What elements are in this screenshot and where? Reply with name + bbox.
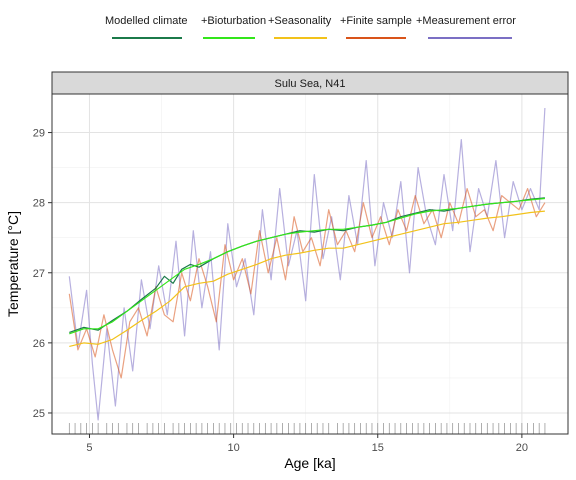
- plot-border: [51, 93, 569, 435]
- series-line-2: [69, 210, 545, 347]
- series-line-1: [69, 197, 545, 335]
- x-tick-label: 5: [86, 442, 92, 454]
- x-tick-label: 20: [516, 442, 528, 454]
- legend-label-3: +Finite sample: [340, 15, 412, 27]
- facet-label: Sulu Sea, N41: [275, 78, 346, 90]
- y-tick-label: 26: [33, 338, 45, 350]
- gridlines: [52, 94, 568, 434]
- legend-label-2: +Seasonality: [268, 15, 332, 27]
- legend-label-0: Modelled climate: [105, 15, 188, 27]
- x-axis-title: Age [ka]: [284, 455, 335, 471]
- x-axis: 5 10 15 20: [86, 434, 528, 454]
- legend-label-1: +Bioturbation: [201, 15, 266, 27]
- series-line-4: [68, 107, 546, 421]
- sample-rug: [68, 423, 546, 434]
- y-axis-title: Temperature [°C]: [5, 211, 21, 317]
- y-tick-label: 29: [33, 128, 45, 140]
- plot-background: [52, 94, 568, 434]
- x-tick-label: 10: [227, 442, 239, 454]
- legend-label-4: +Measurement error: [416, 15, 516, 27]
- plot-panel: [51, 93, 569, 435]
- y-tick-label: 27: [33, 268, 45, 280]
- y-axis: 25 26 27 28 29: [33, 128, 52, 420]
- series-lines: [68, 107, 546, 421]
- legend: Modelled climate +Bioturbation +Seasonalit…: [105, 15, 516, 39]
- y-tick-label: 28: [33, 198, 45, 210]
- series-line-3: [68, 188, 546, 379]
- facet-strip: Sulu Sea, N41: [51, 71, 569, 95]
- x-tick-label: 15: [372, 442, 384, 454]
- y-tick-label: 25: [33, 408, 45, 420]
